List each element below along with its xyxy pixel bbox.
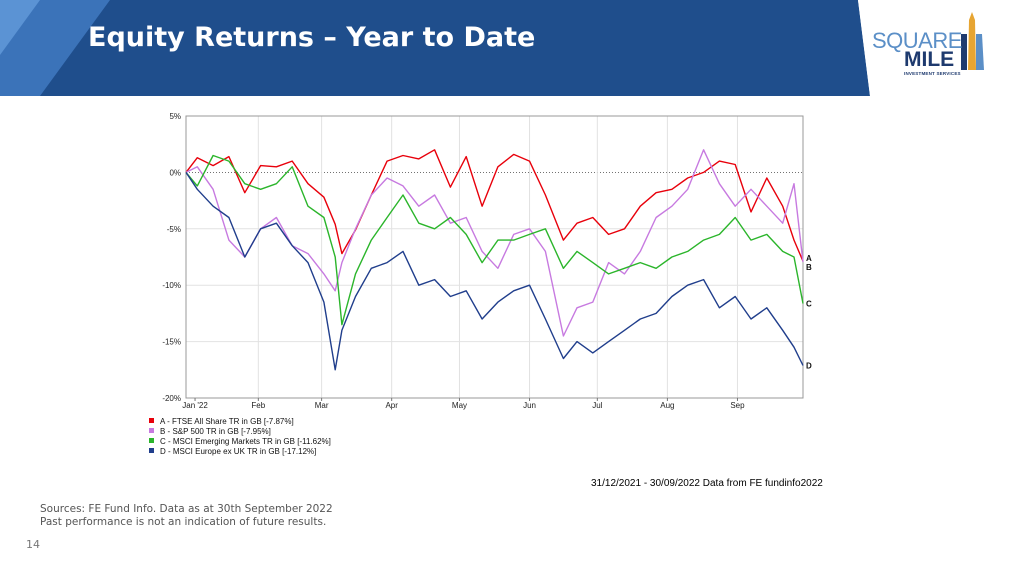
x-tick-label: Feb — [251, 401, 265, 410]
legend-swatch-d — [149, 448, 154, 453]
legend-entry-d: D - MSCI Europe ex UK TR in GB [-17.12%] — [160, 447, 316, 456]
y-tick-label: 0% — [169, 168, 181, 177]
performance-disclaimer: Past performance is not an indication of… — [40, 516, 327, 528]
y-tick-label: -5% — [167, 225, 181, 234]
x-tick-label: Jan '22 — [182, 401, 208, 410]
series-line-a — [185, 149, 804, 262]
legend-swatch-a — [149, 418, 154, 423]
series-end-label-d: D — [806, 362, 812, 371]
page-number: 14 — [26, 538, 40, 551]
x-tick-label: Apr — [385, 401, 398, 410]
logo-text-subtitle: INVESTMENT SERVICES — [904, 71, 961, 76]
series-end-label-a: A — [806, 254, 812, 263]
x-tick-label: Jul — [592, 401, 602, 410]
series-line-b — [185, 149, 804, 337]
y-tick-label: -15% — [162, 338, 181, 347]
logo-text-square: SQUARE — [872, 28, 962, 53]
x-tick-label: Sep — [730, 401, 745, 410]
page-title: Equity Returns – Year to Date — [88, 22, 536, 53]
legend-swatch-b — [149, 428, 154, 433]
legend-entry-c: C - MSCI Emerging Markets TR in GB [-11.… — [160, 437, 331, 446]
header-background — [0, 0, 1024, 96]
series-line-c — [185, 154, 804, 326]
y-tick-label: -20% — [162, 394, 181, 403]
header-banner: Equity Returns – Year to Date SQUARE MIL… — [0, 0, 1024, 96]
chart-series: AB C D — [185, 149, 812, 371]
legend-swatch-c — [149, 438, 154, 443]
logo-tower-icon — [961, 12, 984, 70]
logo-text-mile: MILE — [904, 48, 955, 71]
chart-legend: A - FTSE All Share TR in GB [-7.87%]B - … — [149, 417, 331, 456]
company-logo: SQUARE MILE INVESTMENT SERVICES — [866, 12, 996, 82]
plot-frame — [185, 115, 804, 399]
x-tick-label: Mar — [315, 401, 329, 410]
sources-note: Sources: FE Fund Info. Data as at 30th S… — [40, 503, 333, 515]
x-tick-label: Jun — [523, 401, 536, 410]
legend-entry-a: A - FTSE All Share TR in GB [-7.87%] — [160, 417, 294, 426]
chart-grid — [186, 116, 803, 398]
x-tick-label: May — [452, 401, 467, 410]
series-line-d — [185, 172, 804, 371]
series-end-label-c: C — [806, 299, 812, 308]
y-tick-label: 5% — [169, 112, 181, 121]
y-tick-label: -10% — [162, 281, 181, 290]
series-end-label-b: B — [806, 263, 812, 272]
x-tick-label: Aug — [660, 401, 674, 410]
chart-axes: 5% 0% -5% -10% -15% -20%Jan '22 Feb Mar Apr May Ju… — [162, 112, 745, 410]
legend-entry-b: B - S&P 500 TR in GB [-7.95%] — [160, 427, 271, 436]
chart-caption: 31/12/2021 - 30/09/2022 Data from FE fun… — [591, 478, 823, 489]
